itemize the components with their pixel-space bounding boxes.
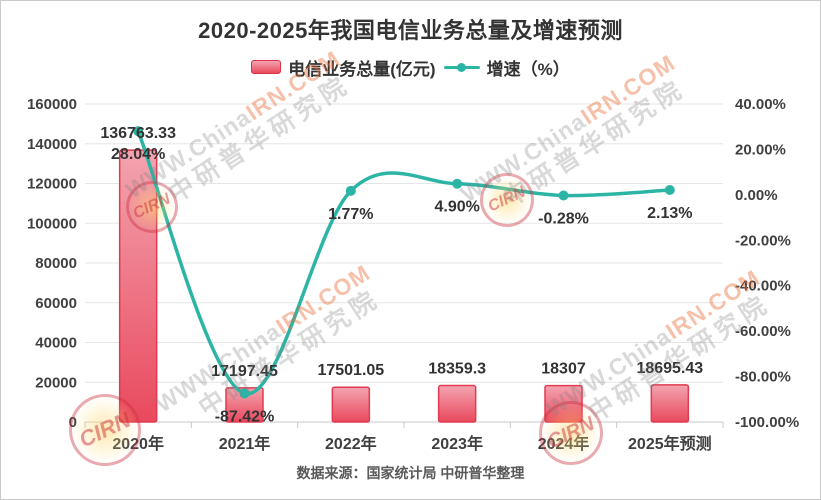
growth-value-label: 1.77% (328, 206, 373, 223)
bar-series (118, 149, 690, 423)
bar-swatch-icon (251, 60, 282, 74)
left-axis-tick-label: 20000 (35, 374, 77, 391)
legend-line-label: 增速（%） (486, 59, 570, 79)
bar-value-label: 18359.3 (428, 361, 486, 378)
bar (118, 149, 158, 423)
growth-value-label: -0.28% (538, 210, 589, 227)
growth-value-label: 2.13% (647, 205, 692, 222)
left-axis-tick-label: 80000 (35, 255, 77, 272)
right-axis-tick-label: -80.00% (735, 369, 791, 386)
left-axis-tick-label: 100000 (27, 215, 77, 232)
legend-bar-label: 电信业务总量(亿元) (288, 59, 436, 79)
line-marker (664, 185, 675, 196)
data-source-note: 数据来源：国家统计局 中研普华整理 (296, 465, 525, 481)
data-labels: 136763.33 17197.45 17501.05 18359.3 18307 186… (100, 125, 703, 425)
bar-value-label: 136763.33 (100, 125, 176, 142)
left-axis-tick-label: 140000 (27, 136, 77, 153)
chart-legend: 电信业务总量(亿元) 增速（%） (1, 55, 820, 79)
bar-value-label: 18695.43 (636, 360, 703, 377)
bar-value-label: 17501.05 (317, 362, 384, 379)
x-axis-category-label: 2021年 (219, 434, 271, 453)
page-title: 2020-2025年我国电信业务总量及增速预测 (198, 18, 623, 43)
line-swatch-icon (443, 60, 480, 74)
bar-value-label: 17197.45 (211, 363, 278, 380)
line-marker (558, 190, 569, 201)
line-marker (133, 126, 144, 137)
bar (331, 386, 371, 423)
right-axis-tick-label: 0.00% (735, 187, 778, 204)
legend-item-bar: 电信业务总量(亿元) (251, 55, 436, 80)
left-axis-tick-label: 60000 (35, 295, 77, 312)
growth-value-label: 28.04% (111, 146, 165, 163)
left-axis-tick-label: 120000 (27, 176, 77, 193)
bar-value-label: 18307 (541, 361, 586, 378)
right-axis-tick-label: -60.00% (735, 323, 791, 340)
right-axis-tick-label: -20.00% (735, 232, 791, 249)
legend-item-line: 增速（%） (443, 55, 570, 80)
line-marker (452, 178, 463, 189)
x-axis-category-label: 2022年 (325, 434, 377, 453)
bar (437, 384, 477, 423)
x-axis-category-label: 2023年 (431, 434, 483, 453)
right-axis-tick-label: 20.00% (735, 141, 786, 158)
right-axis-tick-label: -100.00% (735, 414, 799, 431)
bar (650, 384, 690, 423)
x-axis-category-label: 2025年预测 (628, 434, 712, 453)
left-axis-tick-label: 40000 (35, 335, 77, 352)
line-marker (239, 388, 250, 399)
right-axis-tick-label: 40.00% (735, 96, 786, 113)
bar (225, 387, 264, 423)
growth-value-label: 4.90% (434, 199, 479, 216)
growth-value-label: -87.42% (215, 408, 275, 425)
growth-line (136, 129, 672, 396)
line-series (133, 126, 675, 399)
left-axis-tick-label: 0 (69, 414, 77, 431)
x-axis-category-label: 2020年 (112, 434, 164, 453)
x-axis-category-label: 2024年 (538, 434, 590, 453)
left-axis-tick-label: 160000 (27, 96, 77, 113)
line-marker (345, 185, 356, 196)
bar (544, 384, 583, 423)
right-axis-tick-label: -40.00% (735, 278, 791, 295)
